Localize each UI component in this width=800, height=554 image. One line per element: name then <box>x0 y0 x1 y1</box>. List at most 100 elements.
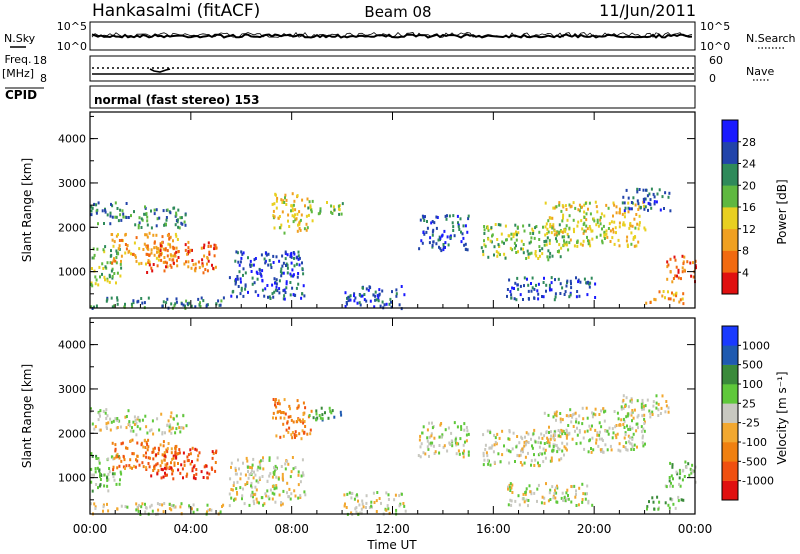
power-echo-cell <box>113 257 115 261</box>
velocity-echo-cell <box>164 471 166 475</box>
velocity-echo-cell <box>556 486 559 490</box>
velocity-echo-cell <box>125 464 128 468</box>
velocity-echo-cell <box>646 505 649 509</box>
power-echo-cell <box>506 294 508 298</box>
velocity-echo-cell <box>93 473 95 477</box>
power-echo-cell <box>285 203 288 206</box>
power-echo-cell <box>310 208 313 212</box>
velocity-echo-cell <box>279 416 282 420</box>
velocity-echo-cell <box>230 465 232 469</box>
velocity-echo-cell <box>566 433 569 437</box>
velocity-echo-cell <box>309 432 312 436</box>
power-echo-cell <box>156 217 159 221</box>
power-echo-cell <box>170 265 173 269</box>
velocity-echo-cell <box>564 499 567 503</box>
velocity-echo-cell <box>144 438 146 442</box>
power-echo-cell <box>175 234 178 238</box>
power-echo-cell <box>186 252 189 256</box>
velocity-echo-cell <box>289 407 291 411</box>
power-echo-cell <box>104 210 107 214</box>
power-echo-cell <box>585 281 588 285</box>
search-tick-bottom: 10^0 <box>700 40 730 53</box>
power-echo-cell <box>134 255 137 259</box>
velocity-echo-cell <box>170 431 173 435</box>
power-echo-cell <box>354 296 357 300</box>
power-echo-cell <box>285 198 288 202</box>
power-echo-cell <box>558 201 561 205</box>
velocity-echo-cell <box>91 422 94 426</box>
velocity-echo-cell <box>554 488 556 492</box>
power-echo-cell <box>426 220 428 223</box>
velocity-echo-cell <box>131 466 133 470</box>
power-echo-cell <box>272 261 275 264</box>
power-echo-cell <box>493 245 496 249</box>
power-echo-cell <box>349 294 352 298</box>
velocity-echo-cell <box>421 431 424 435</box>
power-echo-cell <box>623 223 626 227</box>
power-echo-cell <box>125 202 128 205</box>
velocity-echo-cell <box>571 413 574 417</box>
power-echo-cell <box>344 291 347 295</box>
velocity-echo-cell <box>656 495 659 499</box>
velocity-echo-cell <box>91 473 94 477</box>
power-echo-cell <box>275 199 278 203</box>
power-echo-cell <box>508 278 511 282</box>
velocity-echo-cell <box>343 504 346 508</box>
power-echo-cell <box>503 252 506 256</box>
power-echo-cell <box>170 302 173 306</box>
velocity-echo-cell <box>94 470 97 474</box>
power-echo-cell <box>480 246 483 250</box>
velocity-echo-cell <box>151 450 154 454</box>
velocity-echo-cell <box>440 435 443 439</box>
velocity-echo-cell <box>543 434 546 438</box>
velocity-echo-cell <box>274 500 277 504</box>
nave-tick-top: 60 <box>709 54 723 67</box>
power-echo-cell <box>630 242 633 246</box>
velocity-echo-cell <box>560 496 563 500</box>
velocity-echo-cell <box>108 467 111 470</box>
power-echo-cell <box>574 206 577 210</box>
velocity-echo-cell <box>281 472 284 476</box>
power-echo-cell <box>587 242 590 246</box>
velocity-echo-cell <box>482 433 485 437</box>
velocity-echo-cell <box>175 414 178 418</box>
velocity-echo-cell <box>346 492 349 496</box>
velocity-echo-cell <box>592 448 595 452</box>
power-echo-cell <box>374 298 377 302</box>
velocity-echo-cell <box>545 482 547 486</box>
velocity-echo-cell <box>565 428 568 432</box>
velocity-echo-cell <box>115 418 118 422</box>
velocity-echo-cell <box>191 467 194 471</box>
velocity-echo-cell <box>643 429 646 433</box>
velocity-echo-cell <box>107 478 110 482</box>
power-echo-cell <box>603 214 606 218</box>
power-echo-cell <box>615 231 617 235</box>
velocity-echo-cell <box>552 436 555 440</box>
velocity-echo-cell <box>691 463 694 467</box>
velocity-echo-cell <box>110 420 113 424</box>
velocity-echo-cell <box>286 491 288 495</box>
power-echo-cell <box>517 287 520 291</box>
velocity-echo-cell <box>182 476 184 480</box>
velocity-echo-cell <box>581 422 584 426</box>
power-echo-cell <box>446 214 448 218</box>
velocity-echo-cell <box>355 510 358 514</box>
velocity-echo-cell <box>642 407 645 411</box>
power-echo-cell <box>489 239 492 243</box>
velocity-echo-cell <box>189 452 192 456</box>
power-echo-cell <box>608 222 611 226</box>
power-echo-cell <box>116 296 119 300</box>
power-echo-cell <box>283 297 286 301</box>
velocity-echo-cell <box>141 502 144 506</box>
power-echo-cell <box>432 240 435 244</box>
velocity-echo-cell <box>210 508 213 512</box>
velocity-echo-cell <box>460 427 463 431</box>
velocity-echo-cell <box>132 420 135 424</box>
power-echo-cell <box>690 274 693 278</box>
power-echo-cell <box>174 302 177 306</box>
power-echo-cell <box>526 249 529 253</box>
power-echo-cell <box>290 261 293 265</box>
velocity-echo-cell <box>256 468 259 472</box>
velocity-echo-cell <box>462 455 465 459</box>
